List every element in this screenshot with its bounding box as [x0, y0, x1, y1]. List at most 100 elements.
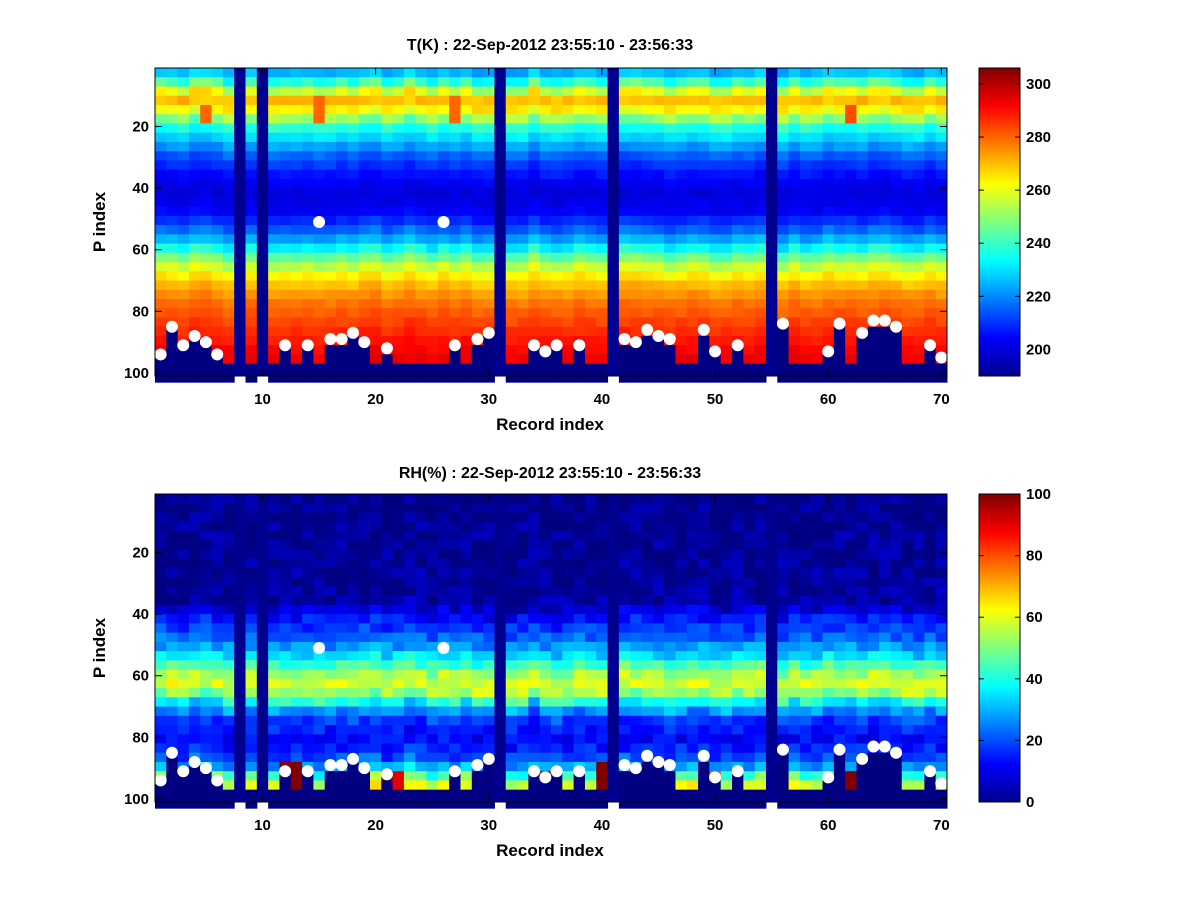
heatmap-column: [856, 494, 869, 809]
heatmap-cell: [890, 345, 903, 355]
heatmap-cell: [528, 252, 541, 263]
heatmap-cell: [279, 86, 292, 97]
heatmap-cell: [584, 289, 597, 300]
heatmap-cell: [449, 734, 461, 744]
heatmap-cell: [460, 651, 473, 661]
heatmap-cell: [245, 271, 258, 282]
heatmap-column: [517, 68, 529, 383]
heatmap-column: [177, 68, 190, 383]
heatmap-cell: [155, 308, 167, 318]
heatmap-cell: [324, 715, 337, 726]
heatmap-cell: [652, 632, 665, 643]
heatmap-cell: [369, 354, 382, 365]
heatmap-cell: [573, 95, 586, 106]
heatmap-cell: [890, 95, 903, 106]
heatmap-cell: [245, 540, 258, 550]
heatmap-cell: [222, 280, 235, 291]
heatmap-cell: [822, 595, 835, 606]
heatmap-cell: [449, 678, 461, 689]
heatmap-cell: [799, 280, 812, 291]
heatmap-cell: [675, 104, 688, 115]
heatmap-cell: [358, 734, 371, 744]
heatmap-cell: [788, 289, 801, 300]
heatmap-cell: [381, 761, 394, 772]
heatmap-cell: [856, 345, 869, 355]
heatmap-cell: [584, 86, 597, 97]
heatmap-cell: [392, 86, 405, 97]
heatmap-cell: [799, 780, 812, 791]
heatmap-cell: [675, 521, 688, 532]
heatmap-cell: [698, 225, 710, 235]
heatmap-cell: [845, 549, 857, 560]
heatmap-cell: [358, 317, 371, 328]
heatmap-cell: [392, 725, 405, 735]
heatmap-cell: [901, 604, 914, 615]
heatmap-cell: [517, 771, 529, 781]
heatmap-cell: [177, 234, 190, 245]
heatmap-cell: [935, 678, 948, 689]
heatmap-cell: [505, 632, 518, 643]
heatmap-cell: [596, 530, 609, 541]
heatmap-cell: [799, 77, 812, 87]
heatmap-cell: [596, 317, 609, 328]
heatmap-cell: [901, 123, 914, 134]
heatmap-cell: [935, 77, 948, 87]
heatmap-cell: [698, 780, 710, 791]
heatmap-cell: [392, 335, 405, 346]
heatmap-cell: [698, 743, 710, 754]
heatmap-cell: [358, 567, 371, 578]
heatmap-cell: [290, 123, 303, 134]
surface-marker: [663, 759, 676, 772]
heatmap-cell: [924, 734, 937, 744]
heatmap-cell: [698, 558, 710, 569]
heatmap-cell: [460, 688, 473, 698]
heatmap-cell: [471, 215, 484, 226]
heatmap-cell: [777, 206, 790, 217]
heatmap-cell: [686, 299, 699, 309]
heatmap-cell: [437, 104, 450, 115]
heatmap-cell: [686, 734, 699, 744]
heatmap-cell: [324, 706, 337, 717]
heatmap-cell: [686, 197, 699, 208]
heatmap-cell: [211, 715, 224, 726]
heatmap-cell: [732, 715, 744, 726]
heatmap-cell: [426, 623, 439, 634]
heatmap-cell: [313, 308, 326, 318]
heatmap-cell: [358, 752, 371, 763]
heatmap-cell: [313, 372, 326, 383]
heatmap-cell: [347, 299, 360, 309]
heatmap-cell: [268, 169, 280, 180]
heatmap-cell: [166, 577, 179, 587]
heatmap-cell: [336, 641, 348, 652]
heatmap-cell: [437, 503, 450, 513]
heatmap-cell: [584, 494, 597, 504]
heatmap-column: [200, 68, 213, 383]
heatmap-cell: [517, 326, 529, 337]
heatmap-cell: [618, 225, 631, 235]
heatmap-cell: [155, 206, 167, 217]
heatmap-cell: [177, 494, 190, 504]
heatmap-cell: [471, 132, 484, 143]
heatmap-cell: [867, 503, 880, 513]
heatmap-cell: [177, 271, 190, 282]
heatmap-cell: [268, 243, 280, 254]
heatmap-cell: [358, 326, 371, 337]
heatmap-cell: [177, 197, 190, 208]
heatmap-cell: [505, 308, 518, 318]
heatmap-cell: [426, 114, 439, 124]
heatmap-cell: [188, 798, 201, 809]
heatmap-column: [494, 494, 507, 802]
heatmap-cell: [551, 798, 563, 809]
surface-marker: [177, 339, 190, 352]
heatmap-cell: [743, 623, 756, 634]
heatmap-cell: [867, 178, 880, 189]
heatmap-cell: [505, 197, 518, 208]
heatmap-cell: [279, 262, 292, 272]
heatmap-cell: [901, 271, 914, 282]
heatmap-cell: [279, 141, 292, 152]
heatmap-cell: [313, 660, 326, 671]
heatmap-cell: [460, 577, 473, 587]
heatmap-cell: [426, 752, 439, 763]
heatmap-cell: [200, 743, 213, 754]
heatmap-cell: [302, 123, 314, 134]
